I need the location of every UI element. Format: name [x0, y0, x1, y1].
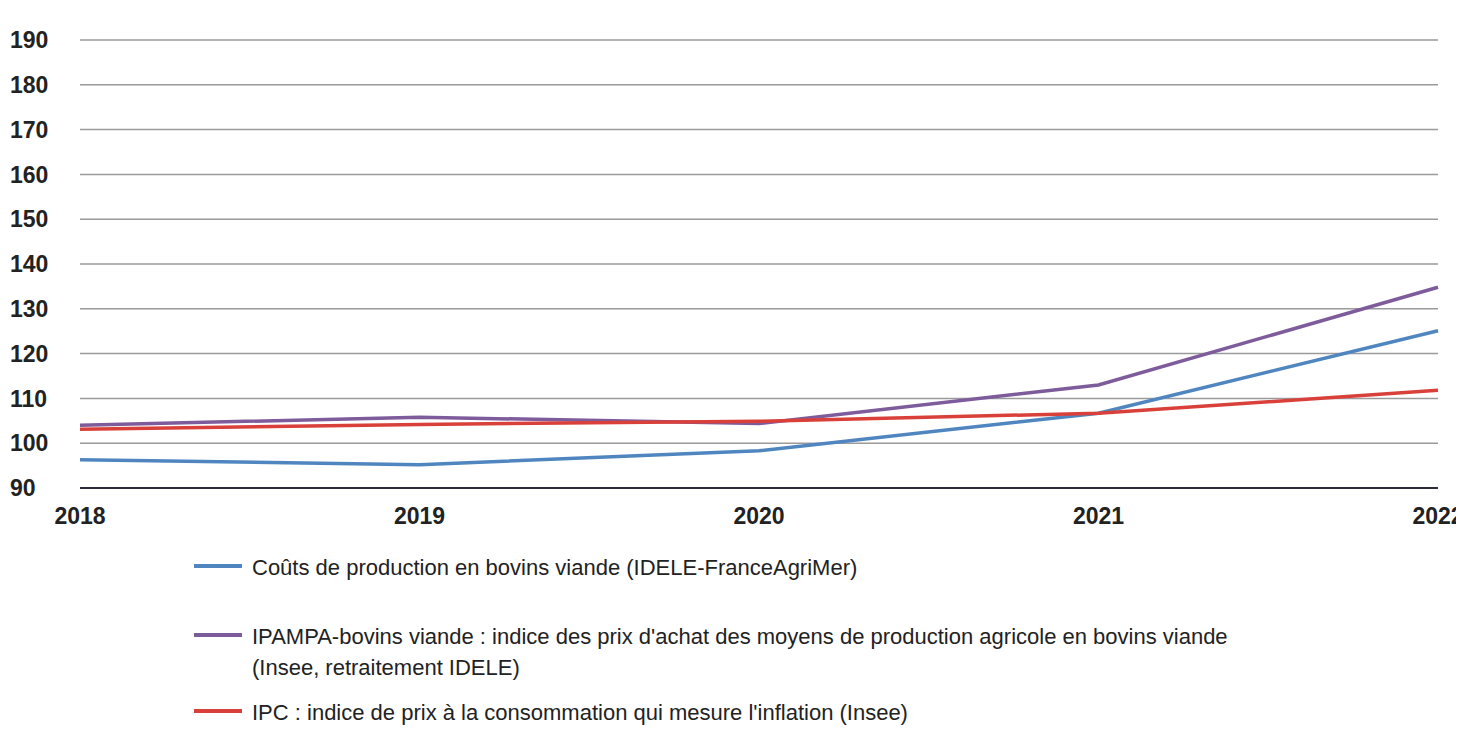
html-text:IPC : indice de prix à la cons: IPC : indice de prix à la consommation q… [252, 700, 908, 725]
svg-text:140: 140 [10, 251, 48, 277]
svg-text:150: 150 [10, 206, 48, 232]
svg-text:170: 170 [10, 117, 48, 143]
svg-text:180: 180 [10, 72, 48, 98]
svg-text:120: 120 [10, 341, 48, 367]
svg-text:2020: 2020 [733, 503, 784, 529]
svg-text:100: 100 [10, 430, 48, 456]
svg-text:110: 110 [10, 386, 47, 412]
svg-text:130: 130 [10, 296, 48, 322]
svg-text:2022: 2022 [1412, 503, 1456, 529]
svg-text:190: 190 [10, 27, 48, 53]
svg-text:90: 90 [10, 475, 36, 501]
svg-text:2018: 2018 [54, 503, 105, 529]
html-text:IPAMPA-bovins viande : indice: IPAMPA-bovins viande : indice des prix d… [252, 624, 1228, 680]
svg-text:2021: 2021 [1073, 503, 1124, 529]
html-text:Coûts de production en bovins: Coûts de production en bovins viande (ID… [252, 555, 858, 580]
svg-text:2019: 2019 [394, 503, 445, 529]
svg-text:160: 160 [10, 162, 48, 188]
